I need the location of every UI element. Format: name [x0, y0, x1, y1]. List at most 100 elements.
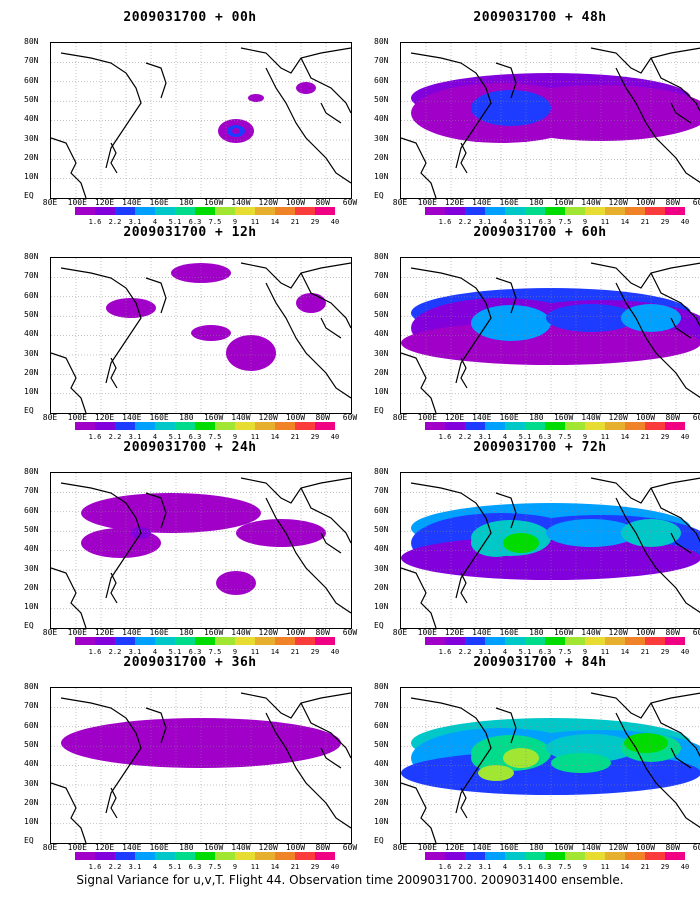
- coastline: [240, 692, 351, 719]
- variance-contour: [236, 519, 326, 547]
- colorbar-label: 5.1: [518, 218, 532, 226]
- longitude-label: 140W: [231, 198, 251, 207]
- colorbar-label: 7.5: [558, 648, 572, 656]
- colorbar-label: 7.5: [208, 648, 222, 656]
- colorbar-label: 14: [620, 218, 630, 226]
- colorbar-label: 21: [290, 433, 300, 441]
- colorbar-label: 5.1: [168, 863, 182, 871]
- coastline: [110, 142, 118, 174]
- coastline: [320, 532, 342, 554]
- colorbar-label: 29: [310, 648, 320, 656]
- longitude-label: 120E: [94, 628, 115, 637]
- longitude-label: 60W: [342, 198, 358, 207]
- longitude-label: 120W: [258, 413, 278, 422]
- colorbar: [75, 852, 335, 860]
- colorbar-label: 14: [270, 433, 280, 441]
- colorbar-label: 2.2: [108, 218, 122, 226]
- latitude-label: 40N: [374, 759, 389, 769]
- colorbar-swatch: [645, 852, 665, 860]
- colorbar-swatch: [665, 422, 685, 430]
- longitude-label: 180: [529, 198, 544, 207]
- latitude-label: 60N: [374, 75, 389, 85]
- longitude-label: 100E: [417, 413, 437, 422]
- latitude-label: EQ: [374, 836, 384, 846]
- colorbar-swatch: [485, 852, 505, 860]
- colorbar-swatch: [665, 852, 685, 860]
- colorbar-label: 14: [620, 863, 630, 871]
- longitude-label: 160E: [499, 198, 519, 207]
- colorbar-swatch: [115, 637, 135, 645]
- latitude-label: EQ: [374, 621, 384, 631]
- map-frame: [400, 42, 700, 199]
- variance-contour: [232, 128, 240, 134]
- longitude-label: 160W: [203, 413, 224, 422]
- colorbar-swatch: [175, 422, 195, 430]
- latitude-label: 20N: [374, 152, 389, 162]
- colorbar-swatch: [155, 852, 175, 860]
- longitude-label: 160W: [553, 198, 574, 207]
- latitude-label: EQ: [24, 406, 34, 416]
- latitude-label: 50N: [374, 94, 389, 104]
- colorbar-swatch: [445, 207, 465, 215]
- longitude-label: 140E: [472, 843, 492, 852]
- longitude-label: 140W: [231, 628, 251, 637]
- longitude-label: 100E: [417, 843, 437, 852]
- map-panel: 2009031700 + 72h 80N 70N 60N 50N 40N 30N 20N 10N…: [370, 440, 700, 656]
- colorbar-label: 7.5: [558, 218, 572, 226]
- latitude-label: 60N: [24, 720, 39, 730]
- longitude-label: 140E: [122, 198, 142, 207]
- latitude-label: 60N: [374, 505, 389, 515]
- colorbar-swatch: [665, 637, 685, 645]
- latitude-label: 70N: [24, 56, 39, 66]
- colorbar-label: 14: [270, 218, 280, 226]
- latitude-label: 70N: [24, 701, 39, 711]
- colorbar-label: 29: [660, 648, 670, 656]
- latitude-label: 50N: [374, 309, 389, 319]
- colorbar-swatch: [235, 422, 255, 430]
- colorbar-label: 21: [640, 648, 650, 656]
- latitude-label: 40N: [374, 329, 389, 339]
- colorbar: [425, 852, 685, 860]
- colorbar-swatch: [95, 852, 115, 860]
- colorbar-swatch: [645, 637, 665, 645]
- coastline: [615, 712, 700, 829]
- latitude-label: 30N: [374, 778, 389, 788]
- variance-contour: [216, 571, 256, 595]
- colorbar-label: 29: [660, 433, 670, 441]
- colorbar-swatch: [425, 207, 445, 215]
- colorbar-swatch: [195, 637, 215, 645]
- longitude-label: 160W: [203, 628, 224, 637]
- colorbar-swatch: [315, 852, 335, 860]
- variance-contour: [624, 733, 668, 753]
- longitude-label: 140E: [472, 628, 492, 637]
- variance-contour: [401, 321, 700, 365]
- variance-contour: [471, 305, 551, 341]
- colorbar-swatch: [295, 422, 315, 430]
- colorbar-label: 4: [152, 433, 158, 441]
- coastline: [401, 352, 437, 413]
- colorbar-label: 5.1: [168, 218, 182, 226]
- colorbar-label: 9: [232, 863, 238, 871]
- coastline: [240, 262, 351, 289]
- longitude-label: 80E: [392, 843, 408, 852]
- longitude-label: 100W: [285, 198, 306, 207]
- latitude-label: 40N: [24, 759, 39, 769]
- colorbar-label: 1.6: [88, 433, 102, 441]
- colorbar-label: 29: [310, 218, 320, 226]
- colorbar-label: 2.2: [458, 218, 472, 226]
- colorbar-label: 4: [502, 433, 508, 441]
- colorbar-swatch: [445, 852, 465, 860]
- colorbar-label: 6.3: [538, 648, 552, 656]
- latitude-label: 40N: [24, 114, 39, 124]
- colorbar-swatch: [95, 422, 115, 430]
- coastline: [460, 572, 468, 604]
- longitude-label: 120W: [258, 198, 278, 207]
- longitude-label: 160W: [553, 413, 574, 422]
- latitude-label: EQ: [24, 621, 34, 631]
- coastline: [495, 492, 517, 529]
- longitude-label: 80W: [665, 198, 680, 207]
- latitude-label: 50N: [374, 739, 389, 749]
- latitude-label: 40N: [24, 544, 39, 554]
- coastline: [670, 747, 692, 769]
- coastline: [240, 47, 351, 74]
